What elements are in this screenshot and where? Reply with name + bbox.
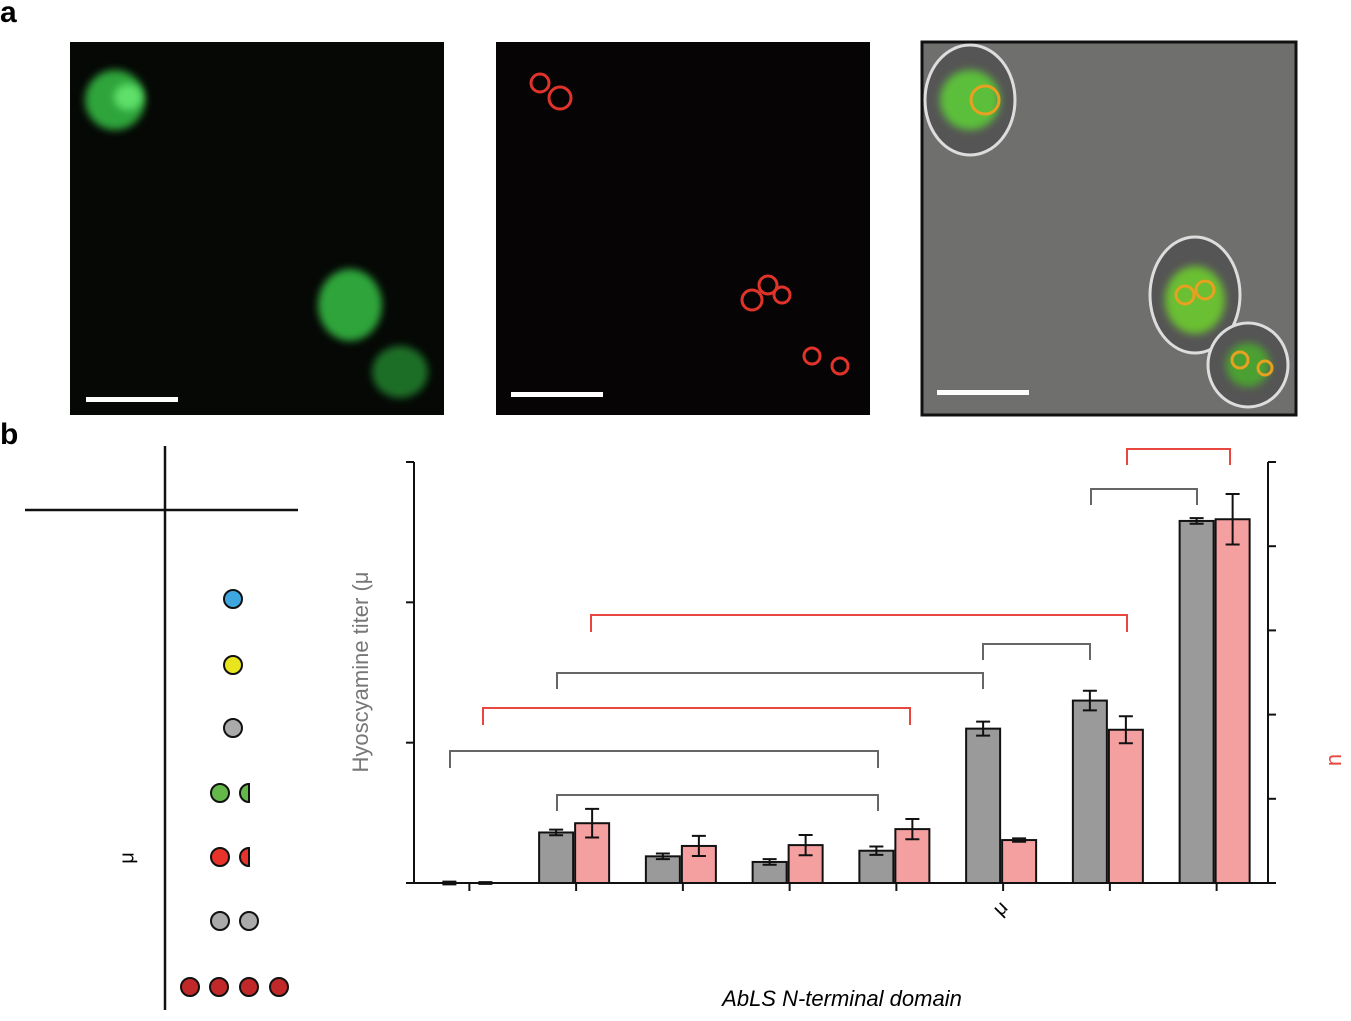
significance-brackets <box>449 448 1231 811</box>
y-axis-title: Hyoscyamine titer (μ <box>348 572 373 773</box>
error-bar <box>1082 689 1097 712</box>
error-bar <box>976 720 991 737</box>
error-bar <box>691 834 706 858</box>
bar <box>1178 519 1215 884</box>
y2-axis-title: n <box>1321 754 1346 766</box>
micrograph-green <box>70 42 444 415</box>
error-bar <box>905 818 920 841</box>
error-bar <box>585 807 600 839</box>
error-bar <box>1012 837 1027 843</box>
bar <box>644 855 681 885</box>
panel-label: a <box>0 0 17 29</box>
error-bar <box>1189 517 1204 525</box>
bar <box>538 831 575 884</box>
micrograph-red <box>496 42 870 415</box>
error-bar <box>655 852 670 861</box>
bar <box>1107 728 1144 884</box>
error-bar <box>1225 492 1240 546</box>
error-bar <box>762 858 777 866</box>
x-tick-label: μ <box>989 897 1013 921</box>
error-bar <box>1118 715 1133 745</box>
error-bar <box>478 881 493 885</box>
bar <box>1071 699 1108 884</box>
error-bar <box>442 880 457 886</box>
micrograph-merge <box>920 40 1298 417</box>
bar <box>1001 839 1038 884</box>
error-bar <box>869 845 884 856</box>
error-bar <box>549 828 564 837</box>
chart: Hyoscyamine titer (μ n AbLS N-terminal d… <box>348 461 1346 1011</box>
bar <box>965 727 1002 885</box>
x-axis-title: AbLS N-terminal domain <box>720 986 962 1011</box>
error-bar <box>798 834 813 857</box>
table-label: μ <box>116 852 138 864</box>
design-table <box>25 446 298 1010</box>
panel-label: b <box>0 418 18 451</box>
bar <box>1214 518 1251 884</box>
